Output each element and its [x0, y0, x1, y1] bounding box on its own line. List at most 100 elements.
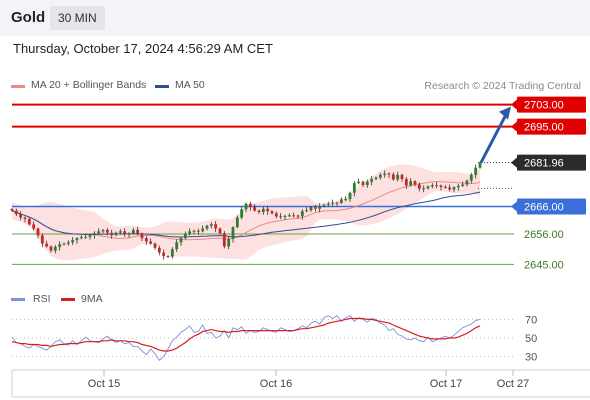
candle-body	[162, 252, 166, 257]
candle-body	[10, 209, 14, 211]
level-label-2656.00: 2656.00	[524, 229, 564, 241]
candle	[40, 233, 44, 248]
candle-body	[474, 167, 478, 175]
candle-body	[53, 247, 57, 251]
level-tag-2695.00	[517, 118, 586, 135]
candle	[75, 237, 79, 244]
candle	[84, 233, 88, 240]
candle	[370, 175, 374, 186]
candle-body	[348, 192, 352, 200]
ma50-legend-label: MA 50	[175, 79, 205, 91]
candle	[426, 185, 430, 190]
candle	[456, 183, 460, 191]
candle-body	[144, 238, 148, 242]
candle-body	[170, 249, 174, 257]
candle	[339, 197, 343, 205]
candle-body	[75, 238, 79, 241]
candle-body	[383, 173, 387, 175]
candle-body	[279, 216, 283, 218]
level-tag-pointer	[511, 98, 518, 111]
credit-text: Research © 2024 Trading Central	[424, 80, 581, 92]
candle	[361, 180, 365, 187]
candle-body	[114, 232, 118, 236]
candle	[183, 231, 187, 240]
ma20-legend-label: MA 20 + Bollinger Bands	[31, 79, 147, 91]
rsi-swatch	[11, 298, 25, 301]
candle-body	[270, 211, 274, 214]
candle	[309, 205, 313, 213]
candle-body	[27, 218, 31, 225]
candle	[97, 228, 101, 235]
candle-body	[192, 230, 196, 232]
candle-body	[157, 247, 161, 253]
candle	[352, 181, 356, 197]
candle-body	[92, 233, 96, 236]
candle	[287, 213, 291, 217]
candle-body	[248, 203, 252, 208]
candle	[179, 237, 183, 246]
level-label-2645.00: 2645.00	[524, 259, 564, 271]
candle	[123, 228, 127, 237]
timestamp: Thursday, October 17, 2024 4:56:29 AM CE…	[13, 41, 273, 56]
level-label-2681.96: 2681.96	[524, 158, 564, 170]
level-label-2666.00: 2666.00	[524, 202, 564, 214]
candle-body	[45, 243, 49, 247]
time-tick-label: Oct 15	[88, 378, 120, 390]
candle-body	[448, 187, 452, 190]
candle-body	[426, 186, 430, 189]
candle	[92, 231, 96, 239]
rsi-line	[11, 315, 481, 361]
candle-body	[417, 184, 421, 189]
candle-body	[404, 178, 408, 186]
candle-body	[153, 243, 157, 248]
candle	[391, 172, 395, 181]
candle	[222, 231, 226, 249]
candle-body	[400, 174, 404, 179]
candle-body	[292, 215, 296, 217]
candle	[448, 184, 452, 192]
candle-body	[469, 174, 473, 181]
ma50-swatch	[155, 85, 169, 88]
candle	[227, 235, 231, 250]
candle	[45, 240, 49, 248]
candle	[313, 205, 317, 212]
candle	[153, 242, 157, 250]
candle	[335, 201, 339, 207]
candle	[66, 240, 70, 246]
candle	[175, 239, 179, 252]
candle-body	[183, 233, 187, 239]
candle-body	[23, 217, 27, 219]
candle	[201, 225, 205, 233]
candle-body	[101, 229, 105, 232]
candle	[348, 191, 352, 202]
candle-body	[62, 243, 66, 245]
candle-body	[274, 213, 278, 217]
candle	[118, 229, 122, 235]
level-tag-pointer	[511, 120, 518, 133]
candle-body	[439, 185, 443, 187]
candle-body	[374, 177, 378, 179]
candle-body	[136, 229, 140, 234]
candle	[19, 211, 23, 221]
candle	[318, 203, 322, 213]
candle-body	[335, 202, 339, 204]
candle-body	[430, 185, 434, 187]
candle-body	[49, 246, 53, 251]
candle	[322, 203, 326, 208]
candle-body	[443, 186, 447, 188]
candle-body	[32, 224, 36, 229]
candle	[114, 231, 118, 237]
time-tick-label: Oct 16	[260, 378, 292, 390]
candle	[305, 207, 309, 213]
candle-body	[326, 203, 330, 205]
candle-body	[305, 210, 309, 212]
rsi-ma-legend-label: 9MA	[81, 293, 103, 305]
candle	[409, 178, 413, 187]
candle	[162, 249, 166, 260]
candle-body	[188, 231, 192, 234]
candle-body	[313, 207, 317, 209]
candle	[144, 236, 148, 246]
timeframe-badge[interactable]: 30 MIN	[50, 6, 105, 30]
candle	[36, 227, 40, 239]
candle-body	[179, 238, 183, 243]
